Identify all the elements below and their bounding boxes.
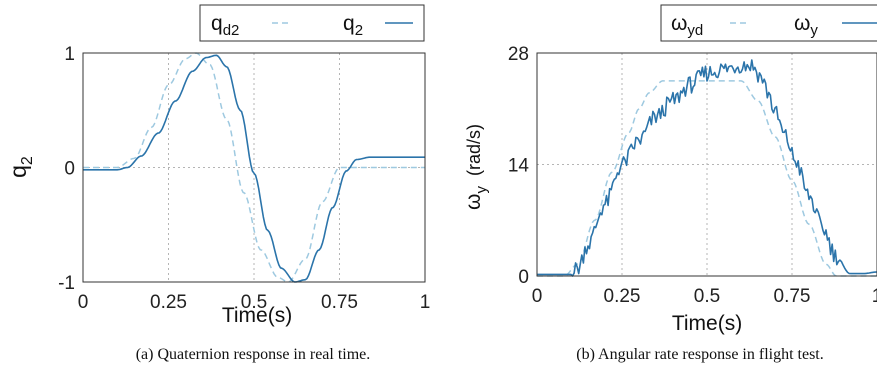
series-line-b-1: [537, 59, 877, 277]
panel-b-legend-label-wy: ωy: [794, 12, 818, 39]
x-tick-label: 0.5: [241, 292, 267, 313]
panel-a: 0 0.25 0.5 0.75 1 -101 Time(s) q2 qd2 q2 (a)…: [5, 4, 431, 363]
panel-a-caption: (a) Quaternion response in real time.: [136, 346, 371, 363]
y-tick-label: 14: [508, 156, 530, 177]
panel-b-y-axis-label: ωy (rad/s): [462, 124, 490, 210]
panel-b-legend: ωyd ωy: [660, 4, 877, 42]
panel-a-grid: [83, 53, 425, 282]
y-tick-label: 1: [64, 44, 75, 65]
x-tick-label: 0.25: [150, 292, 187, 313]
panel-b-x-ticks: 0 0.25 0.5 0.75 1: [532, 286, 877, 307]
panel-a-frame: [82, 52, 426, 283]
panel-b-y-axis-unit: (rad/s): [464, 124, 484, 176]
panel-a-y-axis-label: q2: [5, 156, 36, 178]
panel-b-caption: (b) Angular rate response in flight test…: [576, 346, 824, 363]
panel-b-frame: [536, 52, 877, 277]
y-tick-label: 0: [64, 159, 75, 180]
panel-a-y-axis-symbol: q: [5, 165, 31, 178]
x-tick-label: 0.5: [694, 286, 720, 307]
panel-a-x-axis-label: Time(s): [222, 304, 292, 327]
panel-b-y-axis-symbol: ω: [462, 194, 485, 210]
panel-b-x-axis-label: Time(s): [672, 312, 742, 335]
x-tick-label: 0.25: [604, 286, 641, 307]
y-tick-label: 0: [518, 267, 529, 288]
panel-b-plot-area: [537, 59, 877, 277]
panel-a-x-ticks: 0 0.25 0.5 0.75 1: [78, 292, 431, 313]
panel-b: 0 0.25 0.5 0.75 1 0 14 28 Time(s) ωy (rad/s) ωy…: [462, 4, 877, 363]
svg-text:q2: q2: [5, 156, 36, 178]
panel-a-legend-label-qd2: qd2: [211, 12, 239, 39]
panel-b-y-ticks: 0 14 28: [508, 44, 530, 288]
x-tick-label: 0.75: [321, 292, 358, 313]
panel-b-grid: [537, 53, 877, 276]
y-tick-label: -1: [58, 273, 75, 294]
x-tick-label: 0: [532, 286, 543, 307]
panel-b-legend-label-wyd: ωyd: [671, 12, 703, 39]
panel-a-y-axis-subscript: 2: [19, 156, 36, 165]
x-tick-label: 0: [78, 292, 89, 313]
series-line-a-1: [83, 54, 425, 283]
series-line-b-0: [537, 80, 877, 277]
x-tick-label: 0.75: [774, 286, 811, 307]
panel-a-y-ticks: -1 0 1: [58, 44, 75, 294]
panel-a-legend-label-q2: q2: [343, 12, 363, 39]
x-tick-label: 1: [872, 286, 877, 307]
panel-b-y-axis-subscript: y: [473, 186, 490, 194]
panel-b-legend-box: [660, 4, 877, 42]
series-line-a-0: [83, 52, 425, 283]
svg-text:ωy(rad/s): ωy (rad/s): [462, 124, 490, 210]
panel-a-plot-area: [83, 52, 425, 283]
y-tick-label: 28: [508, 44, 529, 65]
x-tick-label: 1: [420, 292, 431, 313]
panel-a-legend: qd2 q2: [199, 4, 425, 42]
